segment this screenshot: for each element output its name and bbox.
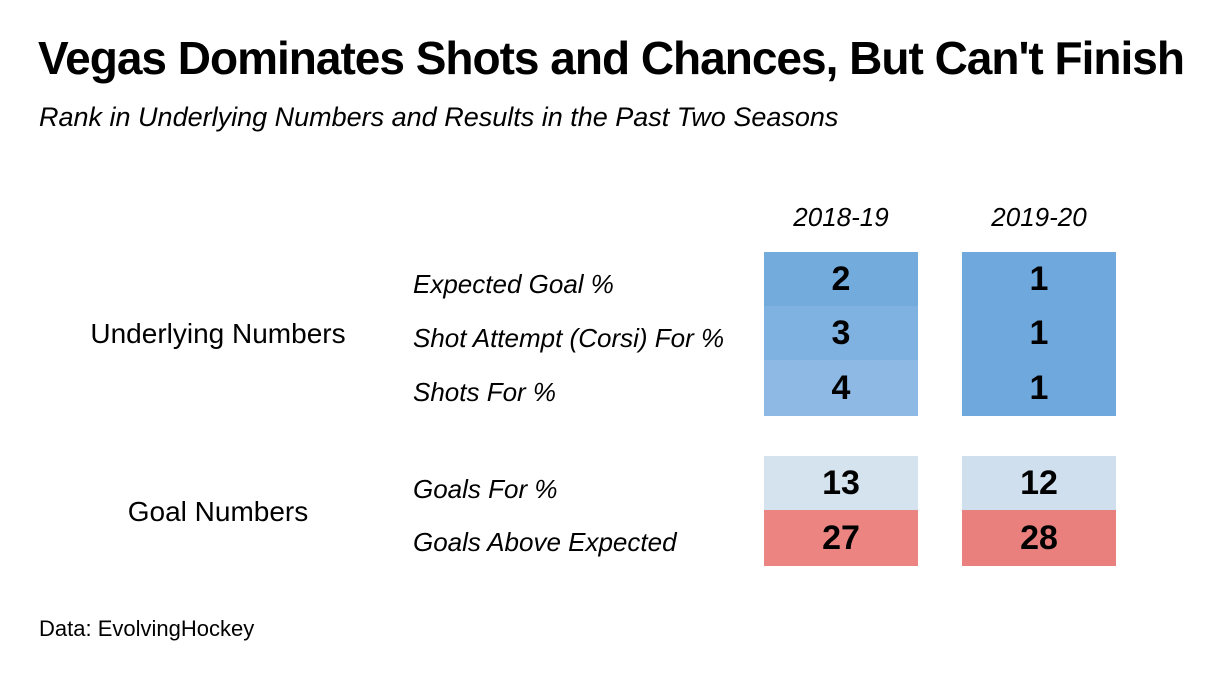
rank-cell-corsi-2018-19: 3 bbox=[764, 306, 918, 360]
source-note: Data: EvolvingHockey bbox=[39, 616, 255, 641]
rank-cell-goals-above-expected-2018-19: 27 bbox=[764, 510, 918, 566]
column-header-2018-19: 2018-19 bbox=[793, 202, 889, 232]
rank-cell-corsi-2019-20: 1 bbox=[962, 306, 1116, 360]
chart-title: Vegas Dominates Shots and Chances, But C… bbox=[38, 32, 1185, 84]
rank-cell-expected-goal-2019-20: 1 bbox=[962, 252, 1116, 306]
group-label-underlying-numbers: Underlying Numbers bbox=[90, 318, 346, 349]
rank-cell-expected-goal-2018-19: 2 bbox=[764, 252, 918, 306]
column-header-2019-20: 2019-20 bbox=[991, 202, 1087, 232]
rank-cell-goals-for-2018-19: 13 bbox=[764, 456, 918, 510]
row-label-goals-above-expected: Goals Above Expected bbox=[413, 527, 677, 557]
row-label-shot-attempt-corsi-pct: Shot Attempt (Corsi) For % bbox=[413, 323, 725, 353]
rank-cell-goals-above-expected-2019-20: 28 bbox=[962, 510, 1116, 566]
row-label-goals-for-pct: Goals For % bbox=[413, 474, 558, 504]
group-label-goal-numbers: Goal Numbers bbox=[127, 496, 309, 527]
rank-cell-goals-for-2019-20: 12 bbox=[962, 456, 1116, 510]
row-label-shots-for-pct: Shots For % bbox=[413, 377, 557, 407]
rank-cell-shots-for-2019-20: 1 bbox=[962, 360, 1116, 416]
rank-cell-shots-for-2018-19: 4 bbox=[764, 360, 918, 416]
row-label-expected-goal-pct: Expected Goal % bbox=[413, 269, 614, 299]
chart-subtitle: Rank in Underlying Numbers and Results i… bbox=[39, 102, 839, 132]
